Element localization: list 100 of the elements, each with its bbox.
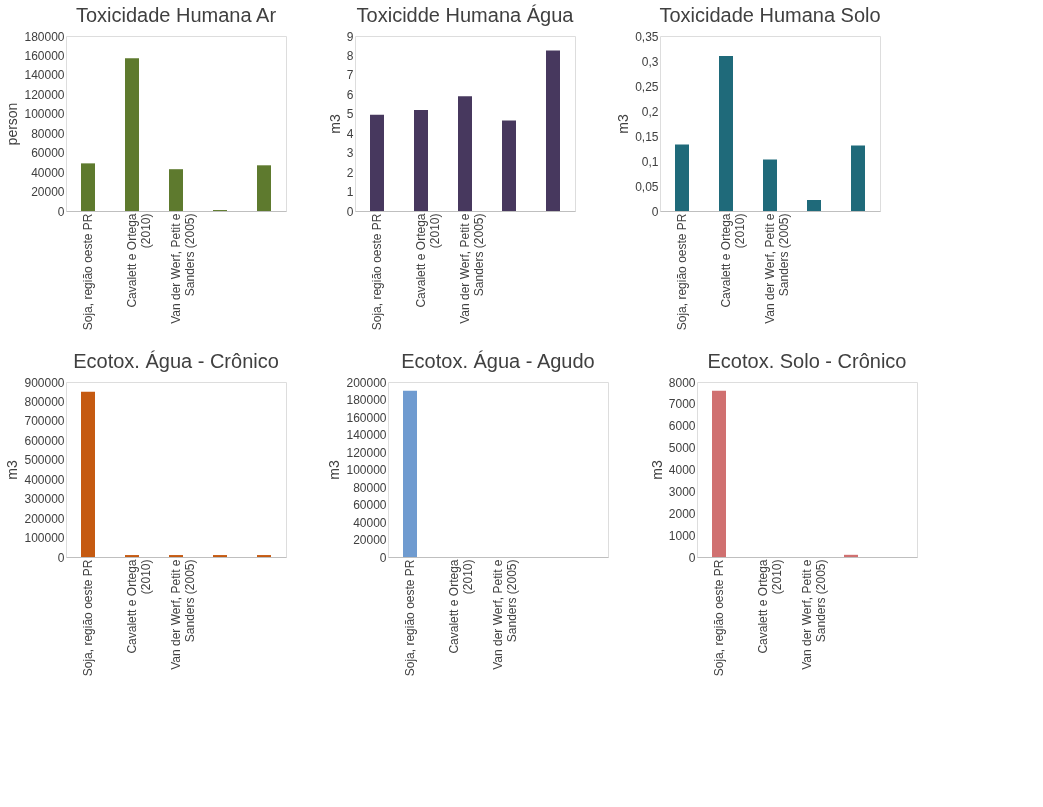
y-tick-label: 1 (346, 185, 354, 200)
chart-title: Toxicidade Humana Ar (75, 4, 277, 26)
x-tick-label: Cavalett e Ortega (2010) (414, 213, 442, 308)
bar (370, 114, 384, 211)
y-tick-label: 0,05 (635, 179, 659, 194)
bar (458, 96, 472, 211)
chart-title: Ecotox. Água - Agudo (401, 350, 595, 372)
y-tick-label: 200000 (24, 511, 65, 526)
y-tick-label: 8 (346, 48, 354, 63)
y-tick-label: 0,35 (635, 29, 659, 44)
x-tick-label: Cavalett e Ortega (2010) (125, 213, 153, 308)
y-tick-label: 8000 (668, 375, 696, 390)
y-tick-label: 160000 (24, 48, 65, 63)
y-tick-label: 120000 (346, 445, 387, 460)
y-tick-label: 180000 (346, 393, 387, 407)
y-tick-label: 700000 (24, 414, 65, 429)
x-tick-label: Van der Werf, Petit e Sanders (2005) (491, 559, 519, 670)
y-axis-title: m3 (326, 460, 343, 480)
y-tick-label: 100000 (24, 107, 65, 122)
y-axis-title: m3 (326, 114, 343, 134)
y-tick-label: 5 (346, 107, 354, 122)
y-tick-label: 80000 (353, 480, 387, 495)
bar (81, 163, 95, 211)
x-tick-label: Van der Werf, Petit e Sanders (2005) (458, 213, 486, 324)
bar (851, 145, 865, 211)
x-tick-label: Van der Werf, Petit e Sanders (2005) (800, 559, 828, 670)
y-axis-title: m3 (648, 460, 665, 480)
chart-title: Toxicidade Humana Solo (659, 4, 881, 26)
x-tick-label: Soja, região oeste PR (81, 213, 95, 331)
y-tick-label: 4 (346, 126, 354, 141)
y-tick-label: 100000 (24, 531, 65, 546)
bar (414, 109, 428, 211)
y-tick-label: 0 (688, 550, 696, 565)
x-tick-label: Cavalett e Ortega (2010) (447, 559, 475, 654)
y-tick-label: 0,1 (641, 154, 659, 169)
y-tick-label: 40000 (353, 515, 387, 530)
y-tick-label: 20000 (353, 533, 387, 547)
y-tick-label: 100000 (346, 463, 387, 477)
y-tick-label: 1000 (668, 528, 696, 543)
y-tick-label: 0 (57, 550, 65, 565)
y-tick-label: 140000 (24, 68, 65, 83)
x-tick-label: Cavalett e Ortega (2010) (125, 559, 153, 654)
y-tick-label: 3 (346, 146, 354, 161)
y-tick-label: 0 (379, 550, 387, 565)
bar (719, 56, 733, 211)
y-tick-label: 60000 (31, 146, 65, 161)
y-tick-label: 160000 (346, 410, 387, 425)
y-tick-label: 200000 (346, 375, 387, 390)
chart-title: Toxicidde Humana Água (356, 4, 575, 26)
bar (169, 169, 183, 211)
y-tick-label: 7000 (668, 397, 696, 412)
y-tick-label: 60000 (353, 498, 387, 512)
x-tick-label: Soja, região oeste PR (712, 559, 726, 677)
y-tick-label: 2 (346, 165, 354, 180)
y-axis-title: person (4, 102, 21, 146)
y-tick-label: 900000 (24, 375, 65, 390)
chart-title: Ecotox. Água - Crônico (73, 350, 279, 372)
y-tick-label: 7 (346, 68, 354, 83)
y-axis-title: m3 (4, 460, 21, 480)
chart-title: Ecotox. Solo - Crônico (707, 350, 907, 372)
y-tick-label: 5000 (668, 441, 696, 456)
y-tick-label: 0,2 (641, 104, 659, 119)
x-tick-label: Soja, região oeste PR (370, 213, 384, 331)
bar (502, 120, 516, 211)
x-tick-label: Soja, região oeste PR (81, 559, 95, 677)
bar (125, 58, 139, 211)
y-tick-label: 0 (651, 204, 659, 219)
y-tick-label: 2000 (668, 506, 696, 521)
y-tick-label: 20000 (31, 185, 65, 200)
y-tick-label: 0 (346, 204, 354, 219)
x-tick-label: Cavalett e Ortega (2010) (719, 213, 747, 308)
x-tick-label: Soja, região oeste PR (675, 213, 689, 331)
y-tick-label: 4000 (668, 463, 696, 477)
x-tick-label: Van der Werf, Petit e Sanders (2005) (763, 213, 791, 324)
y-tick-label: 800000 (24, 394, 65, 409)
bar (763, 159, 777, 211)
bar (257, 165, 271, 211)
y-tick-label: 6 (346, 87, 354, 102)
y-tick-label: 0,25 (635, 79, 659, 94)
y-tick-label: 6000 (668, 419, 696, 434)
y-tick-label: 80000 (31, 126, 65, 141)
y-tick-label: 140000 (346, 428, 387, 442)
bar (675, 144, 689, 211)
y-tick-label: 0 (57, 204, 65, 219)
y-tick-label: 600000 (24, 433, 65, 448)
bar (807, 200, 821, 211)
bar (546, 50, 560, 211)
y-tick-label: 300000 (24, 492, 65, 507)
y-tick-label: 9 (346, 29, 354, 44)
y-tick-label: 0,3 (641, 54, 659, 69)
y-tick-label: 120000 (24, 87, 65, 102)
y-tick-label: 180000 (24, 29, 65, 44)
y-tick-label: 0,15 (635, 129, 659, 144)
y-tick-label: 3000 (668, 484, 696, 499)
y-tick-label: 40000 (31, 165, 65, 180)
y-tick-label: 500000 (24, 453, 65, 468)
x-tick-label: Van der Werf, Petit e Sanders (2005) (169, 213, 197, 324)
y-axis-title: m3 (615, 114, 632, 134)
y-tick-label: 400000 (24, 472, 65, 487)
x-tick-label: Van der Werf, Petit e Sanders (2005) (169, 559, 197, 670)
